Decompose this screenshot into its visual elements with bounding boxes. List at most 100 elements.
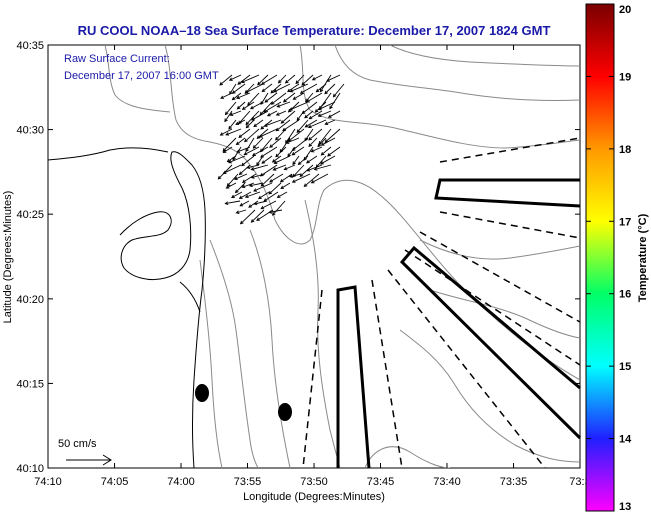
y-tick-label: 40:15 <box>16 378 44 390</box>
current-vector <box>249 101 264 110</box>
current-vector <box>253 200 268 206</box>
colorbar-tick-label: 18 <box>619 144 631 156</box>
colorbar <box>585 3 615 512</box>
current-vector <box>273 83 291 93</box>
colorbar-tick-label: 16 <box>619 289 631 301</box>
current-vector <box>268 209 283 214</box>
colorbar-label: Temperature (°C) <box>637 213 649 302</box>
current-vector <box>326 74 341 82</box>
current-vector <box>239 200 250 207</box>
current-vector <box>308 137 318 148</box>
current-vector <box>241 182 255 189</box>
current-vector <box>327 110 341 118</box>
current-vector <box>292 155 300 166</box>
current-vector <box>329 92 341 110</box>
current-vector <box>308 110 323 120</box>
current-vector <box>283 164 296 171</box>
y-tick-label: 40:25 <box>16 209 44 221</box>
x-tick-label: 73:45 <box>367 476 395 488</box>
current-vector <box>256 128 269 139</box>
x-tick-label: 74:05 <box>101 476 129 488</box>
current-vector <box>252 137 264 149</box>
coastline <box>179 281 201 313</box>
current-vector <box>233 173 248 181</box>
current-vector <box>257 74 269 86</box>
current-vector <box>243 146 260 156</box>
shipping-lanes <box>302 137 582 469</box>
map-layer <box>48 45 580 468</box>
current-vector <box>271 200 286 216</box>
bathymetry-contour <box>399 329 580 463</box>
current-vector <box>314 101 327 113</box>
x-tick-label: 73:40 <box>433 476 461 488</box>
current-vector <box>320 146 332 156</box>
current-vector <box>228 74 242 81</box>
current-vector <box>239 209 256 225</box>
x-axis: 74:10 74:05 74:00 73:55 73:50 73:45 73:40 73:35… <box>34 45 591 488</box>
current-vector <box>219 128 233 136</box>
colorbar-tick-label: 19 <box>619 71 631 83</box>
current-vector <box>296 110 305 121</box>
current-vector <box>253 119 264 128</box>
current-vector <box>258 128 278 138</box>
current-vector <box>231 92 242 101</box>
colorbar-tick-label: 17 <box>619 216 631 228</box>
current-vector <box>271 155 282 163</box>
current-vector <box>280 182 291 190</box>
current-vector <box>324 83 336 95</box>
current-vector <box>285 137 300 144</box>
current-vector <box>236 146 251 153</box>
current-vector <box>260 173 275 187</box>
x-tick-label: 73:55 <box>234 476 262 488</box>
current-vector <box>235 209 247 214</box>
current-vector <box>303 173 320 188</box>
bathymetry-contour <box>389 45 580 67</box>
current-vector <box>231 191 243 198</box>
coastline <box>48 147 169 161</box>
current-vector <box>279 173 293 183</box>
current-vector <box>266 110 278 117</box>
current-vector <box>241 101 255 110</box>
current-vector <box>238 110 251 125</box>
current-vector <box>241 173 257 183</box>
current-vector <box>237 74 251 85</box>
y-tick-label: 40:30 <box>16 125 44 137</box>
current-vector <box>276 101 291 108</box>
current-vector <box>219 74 233 86</box>
lane-east <box>434 178 581 208</box>
current-vector <box>248 182 264 188</box>
current-vector <box>245 137 255 153</box>
current-vector <box>291 146 305 156</box>
current-vector <box>297 155 309 166</box>
bathymetry-contour <box>334 45 580 102</box>
current-vector <box>304 110 314 119</box>
current-vector <box>269 173 284 183</box>
current-vector <box>273 155 291 164</box>
current-vector <box>261 155 273 164</box>
colorbar-tick-label: 20 <box>619 4 631 16</box>
colorbar-tick-label: 15 <box>619 361 631 373</box>
annotation-line-1: Raw Surface Current: <box>64 53 170 65</box>
current-vector <box>320 137 336 146</box>
current-vector <box>305 155 318 164</box>
current-vector <box>275 119 291 132</box>
current-vector <box>317 137 327 148</box>
lane-southeast <box>399 245 582 440</box>
current-vector <box>245 119 255 129</box>
current-vector <box>241 155 255 167</box>
current-vector <box>251 110 269 121</box>
current-vector <box>250 173 266 179</box>
current-vector <box>310 146 323 153</box>
current-vector <box>275 128 287 141</box>
current-vector <box>228 155 246 164</box>
current-vector <box>260 146 278 158</box>
current-vector <box>307 119 327 129</box>
current-vector <box>268 182 282 195</box>
x-axis-label: Longitude (Degrees:Minutes) <box>243 491 385 503</box>
current-vector <box>287 83 300 93</box>
current-vector <box>296 119 309 134</box>
bathymetry-contour <box>104 45 171 113</box>
y-tick-label: 40:10 <box>16 463 44 475</box>
current-vector <box>252 146 269 156</box>
current-vector <box>299 83 318 94</box>
